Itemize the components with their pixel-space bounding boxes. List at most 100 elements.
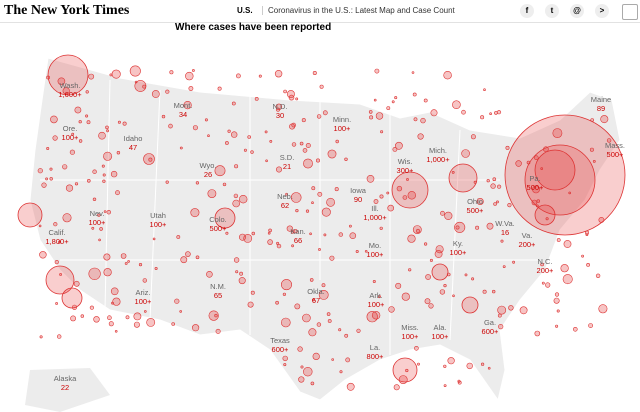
case-circle: [486, 179, 490, 183]
case-circle: [424, 298, 431, 305]
case-circle: [327, 149, 337, 159]
comment-icon[interactable]: [622, 4, 638, 20]
case-circle: [144, 310, 147, 313]
state-name: Okla.: [307, 287, 325, 296]
case-circle: [552, 128, 563, 138]
case-circle: [179, 146, 183, 150]
state-name: Mass.: [605, 141, 625, 150]
case-circle: [62, 213, 72, 223]
case-circle: [464, 273, 468, 277]
case-circle: [391, 171, 429, 209]
case-circle: [311, 186, 316, 191]
case-circle: [345, 357, 351, 363]
facebook-icon[interactable]: f: [520, 4, 534, 18]
case-circle: [275, 166, 282, 173]
case-circle: [269, 139, 273, 143]
case-circle: [127, 260, 130, 263]
case-circle: [41, 182, 47, 188]
case-circle: [379, 194, 384, 199]
case-circle: [265, 159, 268, 163]
case-circle: [239, 271, 244, 276]
case-circle: [471, 277, 475, 281]
case-circle: [103, 268, 112, 277]
case-circle: [146, 317, 156, 327]
case-circle: [93, 316, 100, 323]
case-circle: [475, 225, 480, 230]
case-circle: [412, 92, 417, 97]
case-circle: [310, 381, 315, 386]
case-circle: [185, 71, 194, 81]
case-circle: [138, 263, 143, 267]
case-circle: [540, 262, 544, 267]
state-count: 26: [204, 170, 212, 179]
case-circle: [235, 73, 241, 79]
case-circle: [394, 96, 398, 100]
case-circle: [133, 321, 140, 328]
case-circle: [492, 289, 496, 294]
case-circle: [443, 284, 447, 288]
state-count: 500+: [607, 150, 625, 159]
case-circle: [305, 209, 310, 213]
case-circle: [247, 301, 254, 308]
case-circle: [98, 238, 101, 242]
case-circle: [62, 164, 68, 170]
logo[interactable]: The New York Times: [4, 3, 130, 18]
case-circle: [443, 364, 447, 368]
case-circle: [275, 300, 279, 305]
case-circle: [490, 183, 496, 189]
case-circle: [344, 157, 348, 162]
case-circle: [534, 149, 576, 191]
case-circle: [89, 305, 94, 310]
twitter-icon[interactable]: t: [545, 4, 559, 18]
case-circle: [386, 106, 391, 111]
case-circle: [374, 68, 380, 74]
state-count: 47: [129, 143, 137, 152]
state-name: Kan.: [290, 227, 305, 236]
state-count: 100+: [89, 218, 107, 227]
case-circle: [497, 313, 502, 318]
case-circle: [276, 241, 280, 245]
section[interactable]: U.S.: [237, 6, 253, 15]
case-circle: [214, 207, 236, 229]
case-circle: [45, 265, 75, 295]
case-circle: [556, 238, 561, 242]
case-circle: [372, 279, 376, 283]
case-circle: [243, 233, 253, 243]
state-name: Ariz.: [136, 288, 151, 297]
case-circle: [584, 230, 589, 235]
state-name: Wyo.: [199, 161, 216, 170]
case-circle: [217, 86, 222, 91]
email-icon[interactable]: @: [570, 4, 584, 18]
case-circle: [152, 237, 156, 241]
case-circle: [302, 148, 308, 153]
case-circle: [487, 366, 491, 370]
case-circle: [188, 86, 194, 91]
state-count: 100+: [450, 248, 468, 257]
case-circle: [54, 260, 59, 265]
case-circle: [406, 178, 409, 181]
case-circle: [309, 232, 312, 236]
case-circle: [334, 187, 339, 192]
case-circle: [47, 54, 89, 96]
case-circle: [293, 229, 298, 234]
case-circle: [598, 216, 605, 223]
case-circle: [595, 273, 601, 278]
top-bar: The New York Times U.S. Coronavirus in t…: [0, 0, 640, 23]
case-circle: [183, 100, 192, 110]
case-circle: [498, 324, 504, 330]
share-icon[interactable]: >: [595, 4, 609, 18]
state-name: Nev.: [90, 209, 105, 218]
case-circle: [250, 290, 255, 295]
case-circle: [461, 109, 466, 115]
case-circle: [414, 345, 419, 351]
case-circle: [461, 149, 470, 158]
case-circle: [106, 210, 112, 215]
case-circle: [338, 232, 343, 237]
case-circle: [103, 253, 111, 261]
case-circle: [435, 245, 444, 254]
case-circle: [56, 334, 62, 339]
state-name: Alaska: [54, 374, 77, 383]
case-circle: [396, 185, 403, 192]
case-circle: [387, 204, 395, 212]
